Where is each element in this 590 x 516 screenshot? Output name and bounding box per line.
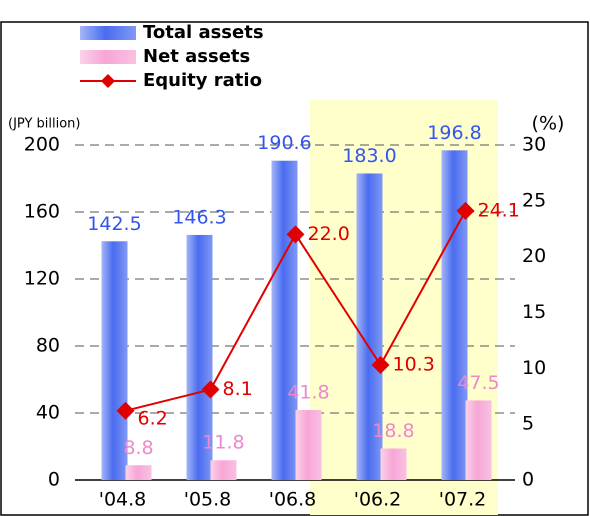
y-tick-label: 0: [48, 469, 60, 491]
data-label: 190.6: [257, 132, 311, 154]
marker: [371, 355, 390, 374]
y-tick-label: 120: [24, 268, 60, 290]
x-tick-label: '06.8: [269, 489, 317, 511]
data-label: 11.8: [202, 432, 244, 454]
data-label: 6.2: [138, 407, 168, 429]
bar-shine: [465, 400, 492, 480]
marker: [286, 225, 305, 244]
legend-label: Total assets: [143, 22, 264, 43]
y2-tick-label: 25: [522, 189, 546, 211]
marker: [456, 201, 475, 220]
bar-shine: [125, 465, 152, 480]
marker: [201, 380, 220, 399]
legend-marker: [101, 74, 115, 88]
data-label: 146.3: [172, 206, 226, 228]
y2-tick-label: 15: [522, 301, 546, 323]
y2-tick-label: 0: [522, 469, 534, 491]
data-label: 183.0: [342, 145, 396, 167]
legend-label: Equity ratio: [143, 70, 262, 91]
data-label: 8.1: [223, 378, 253, 400]
data-label: 18.8: [372, 420, 414, 442]
legend-label: Net assets: [143, 46, 250, 67]
x-tick-label: '07.2: [439, 489, 487, 511]
y2-tick-label: 30: [522, 134, 546, 156]
x-tick-label: '06.2: [354, 489, 402, 511]
y2-axis-label: (%): [532, 113, 565, 135]
y2-tick-label: 5: [522, 413, 534, 435]
data-label: 196.8: [427, 122, 481, 144]
data-label: 41.8: [287, 381, 329, 403]
x-tick-label: '05.8: [184, 489, 232, 511]
bar-shine: [295, 409, 322, 480]
data-label: 142.5: [87, 213, 141, 235]
y-tick-label: 40: [36, 402, 60, 424]
data-label: 8.8: [123, 437, 153, 459]
bar-shine: [186, 234, 213, 480]
marker: [116, 401, 135, 420]
legend-shine: [80, 50, 136, 64]
y2-tick-label: 20: [522, 245, 546, 267]
legend-shine: [80, 26, 136, 40]
bar-shine: [356, 173, 383, 480]
x-tick-label: '04.8: [99, 489, 147, 511]
y2-tick-label: 10: [522, 357, 546, 379]
y-tick-label: 80: [36, 335, 60, 357]
bar-shine: [441, 150, 468, 481]
bar-shine: [210, 460, 237, 480]
bar-shine: [101, 241, 128, 480]
y-tick-label: 160: [24, 201, 60, 223]
data-label: 24.1: [478, 199, 520, 221]
y-tick-label: 200: [24, 134, 60, 156]
bar-shine: [271, 160, 298, 480]
y-axis-label: (JPY billion): [8, 117, 81, 132]
bar-shine: [380, 448, 407, 480]
data-label: 22.0: [308, 223, 350, 245]
data-label: 47.5: [457, 372, 499, 394]
data-label: 10.3: [393, 353, 435, 375]
